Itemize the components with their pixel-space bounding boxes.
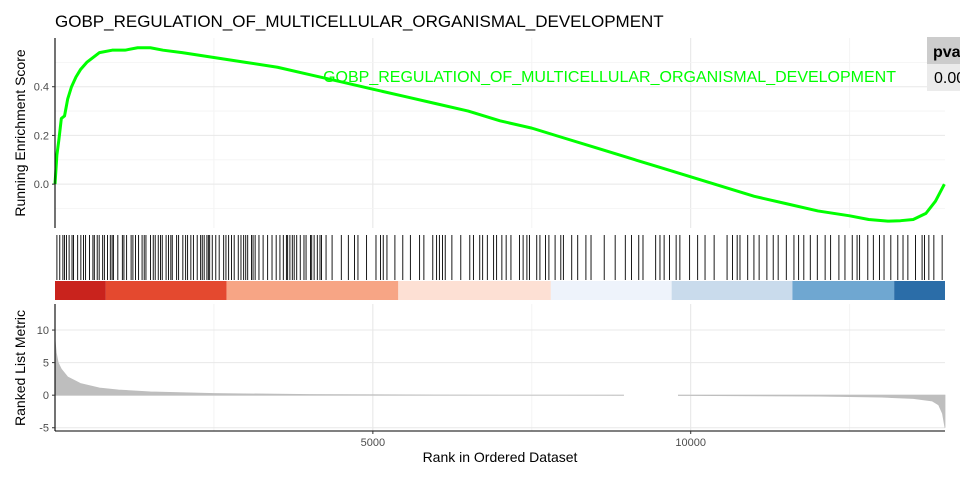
y-axis-title-ranked-metric: Ranked List Metric — [12, 310, 28, 426]
y-tick-label-ranked-metric: 0 — [43, 390, 49, 402]
pvalue-table-value: 0.00 — [934, 70, 960, 87]
gene-hit-barcode — [56, 235, 943, 280]
y-tick-label-ranked-metric: 10 — [37, 325, 49, 337]
y-tick-label-enrichment: 0.2 — [34, 130, 49, 142]
gradient-segment — [398, 281, 551, 300]
axes — [54, 38, 945, 432]
y-tick-label-ranked-metric: -5 — [39, 423, 49, 435]
tick-labels: 0.0 0.2 0.4 -5 0 5 10 5000 10000 — [34, 82, 706, 449]
y-tick-label-enrichment: 0.4 — [34, 82, 49, 94]
gradient-segment — [550, 281, 672, 300]
enrichment-score-line — [53, 46, 946, 223]
ranked-metric-gap — [623, 392, 678, 398]
gradient-segment — [671, 281, 793, 300]
y-axis-title-enrichment: Running Enrichment Score — [12, 49, 28, 217]
ranked-metric-fill — [54, 339, 946, 428]
ranked-metric-area — [54, 339, 946, 428]
gradient-segment — [894, 281, 945, 300]
y-tick-label-enrichment: 0.0 — [34, 179, 49, 191]
gradient-segment — [55, 281, 106, 300]
pvalue-table-header: pva — [933, 44, 960, 61]
pvalue-table-header-bg — [927, 37, 960, 64]
y-tick-label-ranked-metric: 5 — [43, 358, 49, 370]
es-series-line — [53, 46, 946, 223]
gradient-segment — [105, 281, 227, 300]
gradient-segment — [792, 281, 895, 300]
x-tick-label: 10000 — [675, 437, 706, 449]
gradient-segment — [226, 281, 399, 300]
rank-gradient-bar — [55, 281, 945, 300]
x-axis-title: Rank in Ordered Dataset — [423, 449, 578, 465]
x-tick-label: 5000 — [361, 437, 385, 449]
pvalue-table: pva 0.00 — [927, 37, 960, 91]
chart-title: GOBP_REGULATION_OF_MULTICELLULAR_ORGANIS… — [55, 12, 664, 31]
grid-lines — [54, 38, 945, 431]
pvalue-table-cell-bg — [927, 64, 960, 91]
gene-set-label: GOBP_REGULATION_OF_MULTICELLULAR_ORGANIS… — [323, 69, 896, 86]
